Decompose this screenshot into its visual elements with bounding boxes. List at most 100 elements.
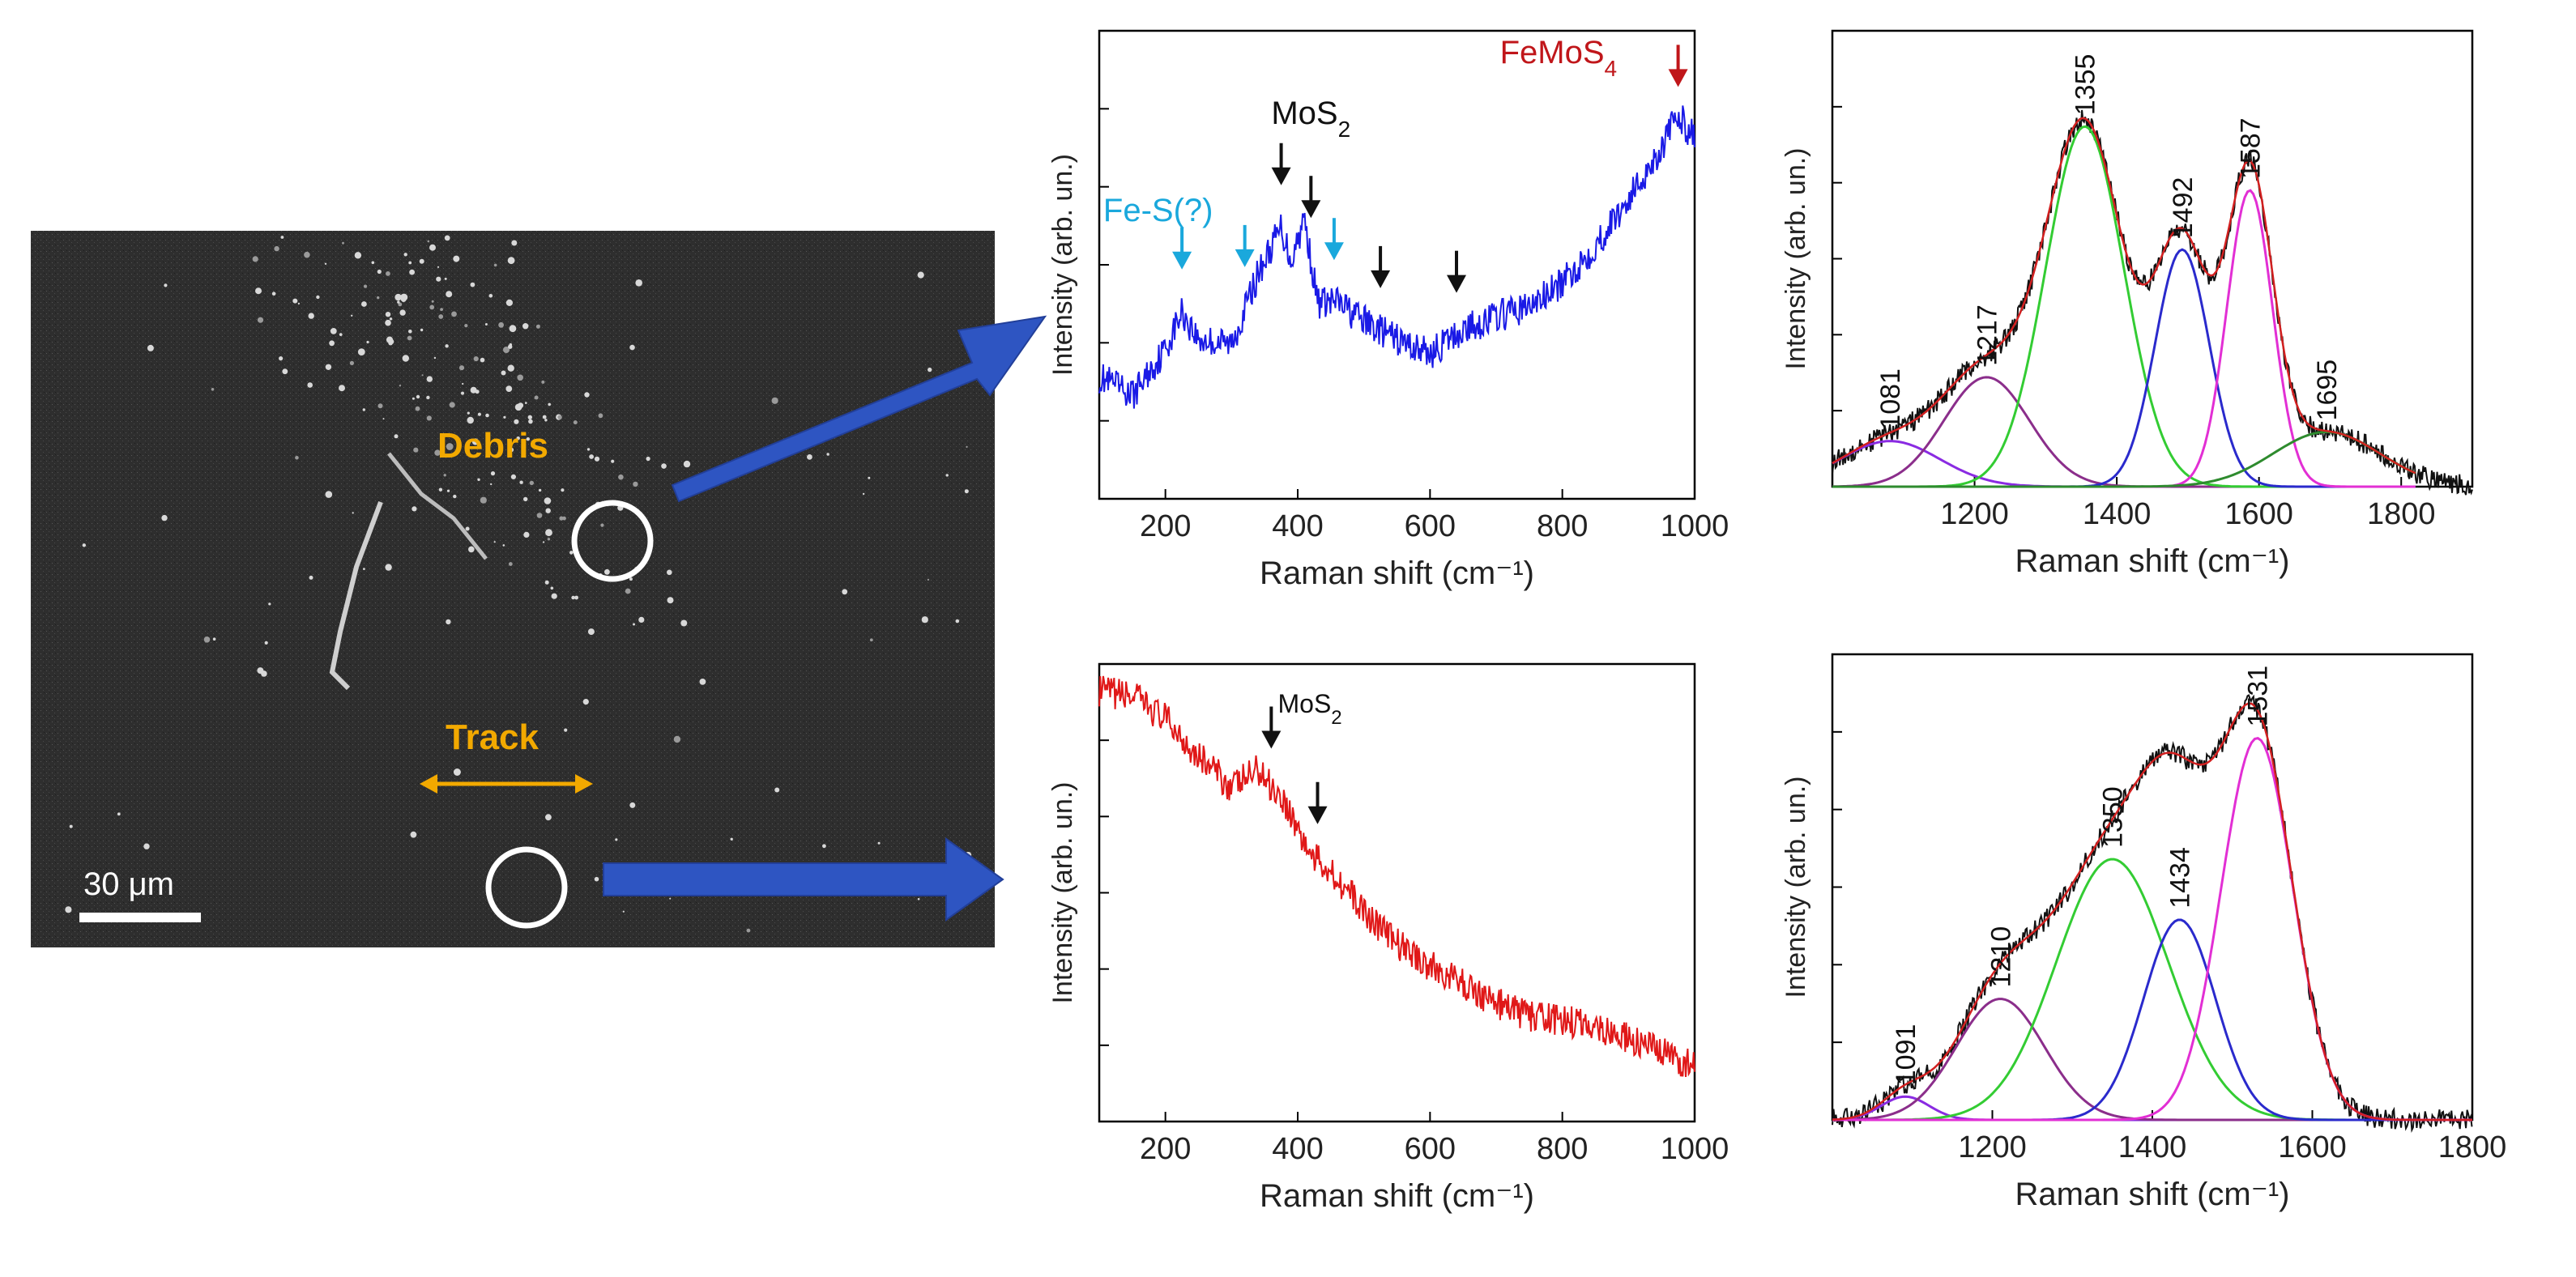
- sem-particle: [807, 454, 812, 460]
- y-axis-label: Intensity (arb. un.): [1781, 147, 1811, 369]
- sem-particle: [438, 487, 443, 492]
- sem-particle: [480, 357, 485, 363]
- sem-particle: [544, 497, 552, 504]
- sem-particle: [446, 489, 450, 492]
- sem-particle: [426, 415, 432, 421]
- sem-particle: [545, 529, 552, 537]
- sem-particle: [280, 236, 284, 239]
- sem-particle: [629, 577, 633, 581]
- track-survey-chart: 200 400 600 800 1000 Raman shift (cm⁻¹) Intens…: [1047, 662, 1729, 1214]
- sem-particle: [429, 244, 436, 251]
- fit-component-1695: [1832, 430, 2416, 488]
- sem-particle: [117, 812, 121, 816]
- sem-particle: [683, 460, 691, 468]
- sem-particle: [484, 323, 488, 326]
- sem-particle: [514, 419, 519, 424]
- sem-particle: [669, 897, 672, 900]
- sem-particle: [377, 403, 383, 409]
- sem-particle: [382, 418, 385, 420]
- mos2-arrow-head: [1261, 730, 1282, 749]
- sem-particle: [413, 447, 419, 453]
- peak-label-1531: 1531: [2242, 666, 2273, 727]
- sem-particle: [307, 382, 313, 388]
- sem-particle: [538, 488, 542, 492]
- peak-label-1434: 1434: [2165, 847, 2196, 909]
- sem-particle: [730, 837, 733, 841]
- sem-particle: [598, 413, 603, 419]
- x-tick-label: 800: [1537, 509, 1588, 543]
- sem-particle: [467, 416, 474, 424]
- sem-particle: [410, 831, 417, 838]
- sem-particle: [377, 296, 380, 300]
- sem-particle: [399, 385, 402, 387]
- sem-particle: [877, 841, 881, 845]
- sem-particle: [498, 321, 504, 328]
- sem-particle: [161, 514, 168, 521]
- sem-particle: [453, 768, 461, 776]
- x-tick-label: 1200: [1958, 1130, 2027, 1164]
- sem-particle: [522, 323, 529, 330]
- sem-particle: [292, 298, 298, 304]
- sem-particle: [402, 355, 409, 362]
- sem-particle: [534, 395, 539, 400]
- sem-particle: [397, 300, 400, 304]
- sem-particle: [611, 459, 615, 463]
- sem-particle: [615, 838, 618, 841]
- x-tick-label: 1000: [1661, 1132, 1729, 1166]
- track-width-arrow: [420, 774, 593, 794]
- sem-particle: [594, 456, 600, 462]
- sem-particle: [966, 445, 968, 449]
- sem-particle: [526, 437, 530, 441]
- sem-particle: [426, 395, 430, 400]
- x-tick-label: 600: [1405, 1132, 1456, 1166]
- sem-particle: [503, 415, 506, 419]
- sem-particle: [420, 328, 424, 332]
- fes-arrow-head: [1172, 251, 1192, 270]
- sem-particle: [523, 531, 530, 538]
- sem-particle: [502, 544, 505, 547]
- sem-particle: [774, 787, 780, 793]
- sem-particle: [366, 340, 369, 344]
- sem-particle: [635, 279, 642, 287]
- x-tick-label: 200: [1140, 1132, 1191, 1166]
- sem-particle: [511, 240, 518, 246]
- sem-debris-streak: [329, 500, 383, 691]
- sem-particle: [544, 580, 549, 585]
- plot-frame: [1098, 29, 1696, 500]
- sem-particle: [955, 619, 960, 624]
- sem-particle: [517, 374, 523, 381]
- sem-particle: [535, 324, 540, 329]
- sem-particle: [398, 302, 403, 307]
- sem-particle: [633, 623, 635, 626]
- sem-particle: [699, 679, 706, 685]
- x-tick-label: 1200: [1940, 497, 2009, 531]
- sem-particle: [438, 314, 444, 319]
- sem-particle: [569, 551, 574, 555]
- sem-particle: [421, 374, 424, 377]
- sem-particle: [304, 251, 310, 258]
- sem-particle: [490, 483, 493, 486]
- sem-particle: [316, 295, 320, 300]
- track-fit-chart: 1200 1400 1600 1800 Raman shift (cm⁻¹) Intens…: [1781, 653, 2506, 1212]
- sem-particle: [594, 876, 599, 882]
- sem-particle: [342, 241, 344, 245]
- sem-particle: [562, 516, 566, 521]
- peak-label-1350: 1350: [2098, 786, 2129, 848]
- sem-particle: [564, 728, 568, 732]
- sem-particle: [458, 365, 465, 371]
- sem-particle: [329, 340, 335, 347]
- track-pointer-arrow: [603, 837, 1004, 922]
- fit-component-1531: [1832, 736, 2472, 1122]
- sem-particle: [514, 403, 522, 411]
- sem-particle: [508, 562, 513, 566]
- femos4-label: FeMoS4: [1500, 35, 1618, 81]
- sem-particle: [436, 276, 441, 282]
- sem-particle: [680, 619, 688, 627]
- sem-particle: [394, 434, 399, 439]
- sem-particle: [451, 311, 457, 317]
- sem-particle: [646, 456, 650, 462]
- sem-particle: [509, 325, 517, 333]
- peak-label-1355: 1355: [2071, 54, 2101, 116]
- sem-particle: [561, 488, 565, 492]
- sem-particle: [493, 263, 497, 267]
